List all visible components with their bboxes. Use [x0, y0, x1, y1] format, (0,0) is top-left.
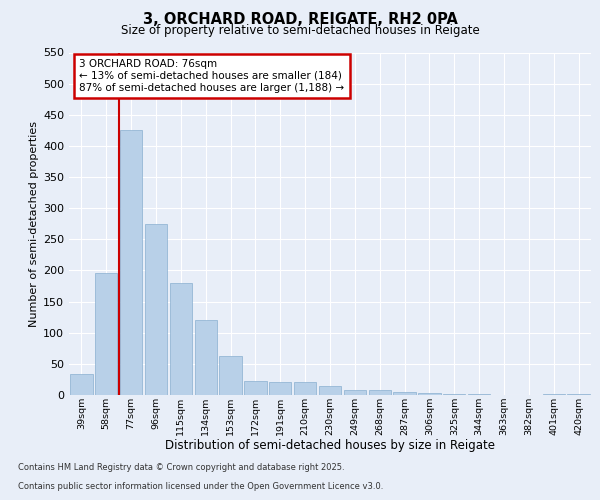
- Y-axis label: Number of semi-detached properties: Number of semi-detached properties: [29, 120, 39, 327]
- Bar: [368, 390, 391, 395]
- Bar: [568, 394, 590, 395]
- Bar: [294, 382, 316, 395]
- Bar: [443, 394, 466, 395]
- Bar: [344, 390, 366, 395]
- Text: 3 ORCHARD ROAD: 76sqm
← 13% of semi-detached houses are smaller (184)
87% of sem: 3 ORCHARD ROAD: 76sqm ← 13% of semi-deta…: [79, 60, 344, 92]
- Bar: [95, 273, 118, 395]
- Bar: [269, 382, 292, 395]
- Bar: [220, 356, 242, 395]
- Bar: [418, 393, 440, 395]
- Bar: [170, 283, 192, 395]
- Bar: [542, 394, 565, 395]
- Bar: [319, 386, 341, 395]
- Bar: [394, 392, 416, 395]
- Bar: [145, 224, 167, 395]
- Bar: [194, 320, 217, 395]
- Text: Contains public sector information licensed under the Open Government Licence v3: Contains public sector information licen…: [18, 482, 383, 491]
- Text: Contains HM Land Registry data © Crown copyright and database right 2025.: Contains HM Land Registry data © Crown c…: [18, 464, 344, 472]
- Text: Size of property relative to semi-detached houses in Reigate: Size of property relative to semi-detach…: [121, 24, 479, 37]
- Bar: [244, 382, 266, 395]
- Bar: [468, 394, 490, 395]
- Bar: [120, 130, 142, 395]
- Bar: [70, 374, 92, 395]
- X-axis label: Distribution of semi-detached houses by size in Reigate: Distribution of semi-detached houses by …: [165, 439, 495, 452]
- Text: 3, ORCHARD ROAD, REIGATE, RH2 0PA: 3, ORCHARD ROAD, REIGATE, RH2 0PA: [143, 12, 457, 28]
